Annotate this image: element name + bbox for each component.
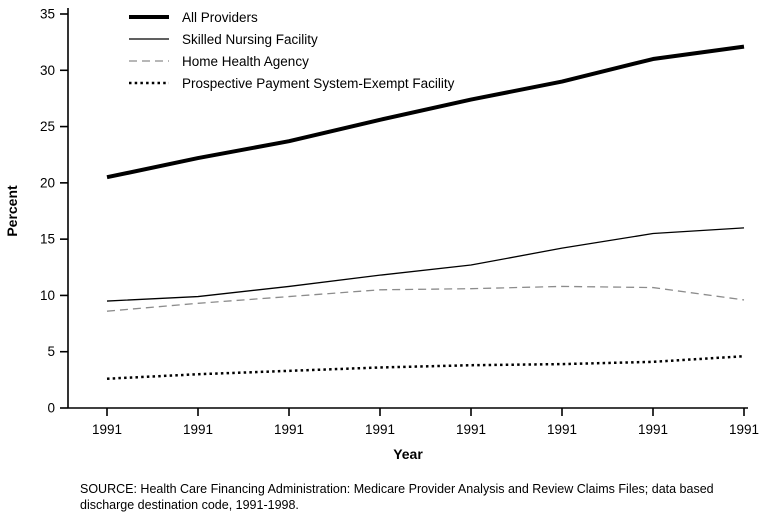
x-tick-label: 1991 (183, 422, 213, 437)
x-tick-label: 1991 (365, 422, 395, 437)
y-tick-label: 0 (47, 401, 55, 416)
x-tick-label: 1991 (456, 422, 486, 437)
legend-line-sample (129, 38, 169, 40)
chart-svg: 0 5 10 15 20 25 30 35 1991 1991 1991 1991 1991 1991 19… (4, 7, 759, 463)
y-tick-label: 35 (40, 7, 55, 22)
y-tick-label: 15 (40, 232, 55, 247)
x-axis-title: Year (393, 446, 423, 462)
x-tick-label: 1991 (547, 422, 577, 437)
legend-label: Home Health Agency (182, 53, 309, 69)
legend-label: Skilled Nursing Facility (182, 31, 318, 47)
series-line-skilled-nursing-facility (106, 227, 745, 302)
series-line-home-health-agency (106, 285, 745, 312)
y-tick-label: 5 (47, 344, 55, 359)
legend-line-sample (129, 15, 169, 19)
y-axis-title: Percent (4, 185, 20, 237)
x-tick-label: 1991 (638, 422, 668, 437)
legend-entry: Skilled Nursing Facility (128, 28, 454, 50)
legend-line-sample (129, 81, 169, 85)
legend-label: All Providers (182, 9, 258, 25)
legend-label: Prospective Payment System-Exempt Facili… (182, 75, 455, 91)
x-tick-label: 1991 (274, 422, 304, 437)
legend: All Providers Skilled Nursing Facility H… (128, 6, 454, 94)
series-line-all-providers (106, 44, 745, 180)
y-tick-label: 20 (40, 175, 55, 190)
legend-entry: Home Health Agency (128, 50, 454, 72)
legend-entry: Prospective Payment System-Exempt Facili… (128, 72, 454, 94)
y-tick-label: 25 (40, 119, 55, 134)
y-tick-label: 10 (40, 288, 55, 303)
x-tick-label: 1991 (92, 422, 122, 437)
legend-line-sample (129, 60, 169, 62)
series-line-prospective-payment-system-exempt-facility (106, 354, 745, 380)
x-tick-label: 1991 (729, 422, 759, 437)
legend-entry: All Providers (128, 6, 454, 28)
y-tick-label: 30 (40, 63, 55, 78)
source-note: SOURCE: Health Care Financing Administra… (80, 482, 714, 513)
